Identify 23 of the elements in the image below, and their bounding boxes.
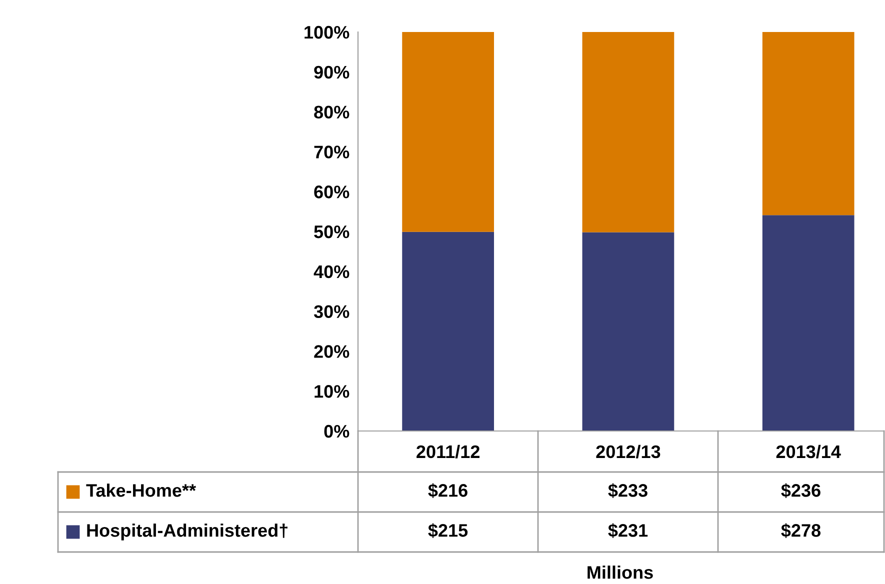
text: Millions xyxy=(588,566,653,579)
y-tick-label: 0% xyxy=(324,424,350,438)
x-tick-label: 2013/14 xyxy=(776,444,841,458)
y-tick-label: 90% xyxy=(314,66,350,79)
text: $215 xyxy=(428,523,468,538)
text: $231 xyxy=(608,523,648,538)
legend-label: Hospital-Administered† xyxy=(87,524,288,540)
y-tick-label: 40% xyxy=(314,265,350,278)
text: $278 xyxy=(781,523,821,538)
legend-label: Take-Home** xyxy=(86,484,196,497)
y-tick-label: 100% xyxy=(304,26,350,39)
x-tick-label: 2012/13 xyxy=(596,444,660,458)
y-tick-label: 50% xyxy=(314,225,350,238)
x-tick-label: 2011/12 xyxy=(416,444,480,458)
y-tick-label: 80% xyxy=(314,106,350,119)
y-tick-label: 30% xyxy=(314,305,350,318)
text: $216 xyxy=(428,483,468,498)
y-tick-label: 10% xyxy=(314,385,350,398)
y-tick-label: 60% xyxy=(314,186,350,198)
y-tick-label: 20% xyxy=(314,345,350,358)
y-tick-label: 70% xyxy=(314,146,350,158)
text: $233 xyxy=(608,483,648,498)
text: $236 xyxy=(781,483,820,498)
